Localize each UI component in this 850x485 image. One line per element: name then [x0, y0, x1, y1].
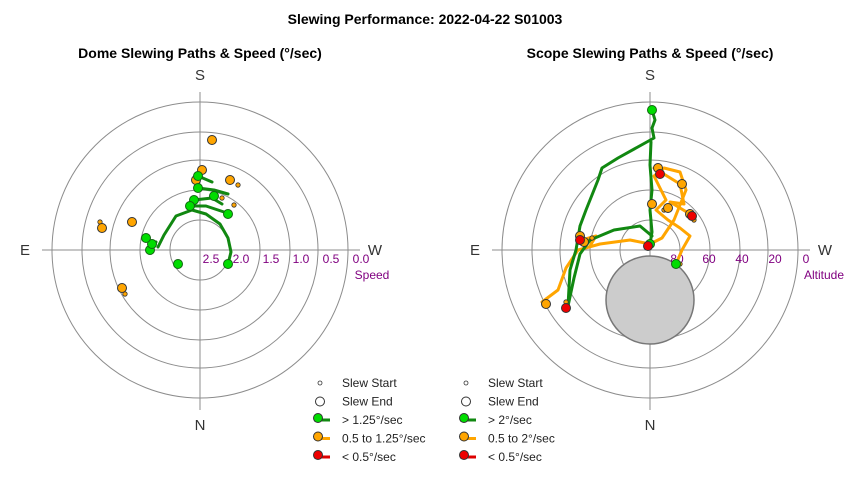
dome-marks [97, 135, 241, 297]
scope-rtick-4: 0 [803, 252, 810, 266]
fast-point-0 [173, 259, 183, 269]
scope-legend: Slew Start Slew End > 2°/sec 0.5 to 2°/sec <… [459, 376, 555, 464]
fast-point-6 [185, 201, 195, 211]
fast-point-7 [193, 183, 203, 193]
legend-medium-marker-1 [459, 431, 469, 442]
slow-point-0 [561, 303, 571, 313]
legend-medium-marker-0 [313, 431, 323, 442]
legend-label-slow-1: < 0.5°/sec [488, 450, 542, 464]
scope-marks [540, 105, 697, 313]
fast-path-1 [196, 186, 230, 196]
dome-cardinal-south: S [195, 67, 205, 84]
scope-rtick-1: 60 [702, 252, 716, 266]
medium-point-3 [97, 223, 107, 233]
scope-title: Scope Slewing Paths & Speed (°/sec) [527, 45, 774, 61]
dome-rtick-2: 1.5 [263, 252, 280, 266]
legend-fast-marker-1 [459, 413, 469, 423]
fast-path-3 [188, 204, 232, 216]
dome-rtick-5: 0.0 [353, 252, 370, 266]
slow-point-3 [575, 235, 585, 245]
legend-label-start-0: Slew Start [342, 376, 397, 390]
fast-point-1 [223, 259, 233, 269]
dome-rtick-0: 2.5 [203, 252, 220, 266]
dome-title: Dome Slewing Paths & Speed (°/sec) [78, 45, 322, 61]
slew-start-point-4 [231, 202, 237, 208]
dome-rtick-4: 0.5 [323, 252, 340, 266]
dome-radial-label: Speed [355, 268, 390, 282]
scope-radial-label: Altitude [804, 268, 844, 282]
medium-point-0 [541, 299, 551, 309]
legend-fast-marker-0 [313, 413, 323, 423]
fast-point-4 [193, 171, 203, 181]
dome-rtick-3: 1.0 [293, 252, 310, 266]
slow-point-2 [687, 211, 697, 221]
fast-point-8 [209, 191, 219, 201]
scope-cardinal-west: W [818, 242, 833, 259]
legend-end-marker-0 [315, 396, 325, 407]
legend-slow-marker-0 [313, 450, 323, 460]
legend-label-medium-0: 0.5 to 1.25°/sec [342, 432, 426, 446]
slew-start-point-2 [235, 182, 241, 188]
fast-path-0 [566, 108, 657, 308]
legend-end-marker-1 [461, 396, 471, 407]
medium-point-2 [677, 179, 687, 189]
fast-point-10 [141, 233, 151, 243]
fast-point-2 [671, 259, 681, 269]
legend-label-end-0: Slew End [342, 395, 393, 409]
legend-label-slow-0: < 0.5°/sec [342, 450, 396, 464]
scope-cardinal-north: N [645, 417, 656, 434]
scope-exclusion-zone [605, 255, 695, 345]
scope-panel: Scope Slewing Paths & Speed (°/sec) S N … [470, 45, 844, 434]
slew-start-point-0 [589, 235, 595, 241]
medium-path-1 [648, 166, 692, 266]
dome-legend: Slew Start Slew End > 1.25°/sec 0.5 to 1.25… [313, 376, 426, 464]
legend-label-start-1: Slew Start [488, 376, 543, 390]
scope-rtick-3: 20 [768, 252, 782, 266]
medium-point-0 [207, 135, 217, 145]
dome-panel: Dome Slewing Paths & Speed (°/sec) S N E… [20, 45, 389, 434]
legend-start-marker-1 [463, 380, 469, 386]
medium-path-0 [540, 238, 652, 304]
dome-cardinal-north: N [195, 417, 206, 434]
medium-point-2 [225, 175, 235, 185]
legend-slow-marker-1 [459, 450, 469, 460]
fast-point-9 [223, 209, 233, 219]
slew-start-point-3 [219, 195, 225, 201]
medium-point-4 [663, 203, 673, 213]
medium-path-2 [652, 166, 692, 216]
fast-point-0 [647, 105, 657, 115]
legend-start-marker-0 [317, 380, 323, 386]
medium-point-6 [127, 217, 137, 227]
figure-title: Slewing Performance: 2022-04-22 S01003 [288, 11, 563, 27]
legend-label-medium-1: 0.5 to 2°/sec [488, 432, 555, 446]
fast-path-1 [648, 140, 654, 246]
slow-point-1 [655, 169, 665, 179]
legend-label-fast-0: > 1.25°/sec [342, 413, 403, 427]
scope-cardinal-south: S [645, 67, 655, 84]
fast-point-3 [147, 239, 157, 249]
medium-point-1 [647, 199, 657, 209]
dome-cardinal-west: W [368, 242, 383, 259]
dome-cardinal-east: E [20, 242, 30, 259]
fast-path-2 [566, 224, 654, 308]
fast-path-0 [156, 208, 233, 266]
medium-point-4 [117, 283, 127, 293]
legend-label-fast-1: > 2°/sec [488, 413, 532, 427]
slow-point-4 [643, 241, 653, 251]
legend-label-end-1: Slew End [488, 395, 539, 409]
dome-rtick-1: 2.0 [233, 252, 250, 266]
scope-cardinal-east: E [470, 242, 480, 259]
scope-rtick-2: 40 [735, 252, 749, 266]
